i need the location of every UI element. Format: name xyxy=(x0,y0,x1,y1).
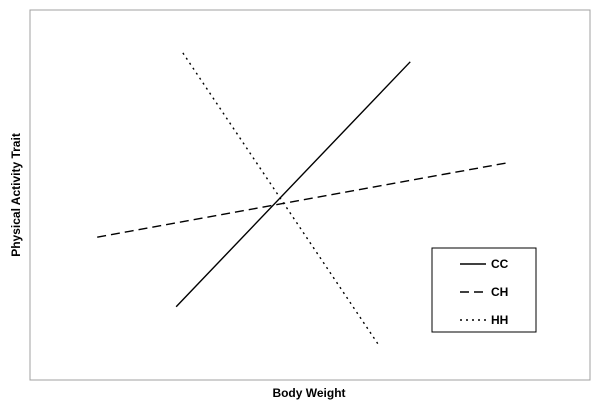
y-axis-label: Physical Activity Trait xyxy=(9,133,23,257)
legend: CC CH HH xyxy=(431,247,537,333)
x-axis-label: Body Weight xyxy=(272,386,345,400)
legend-label-cc: CC xyxy=(491,257,509,271)
legend-box xyxy=(431,247,537,333)
legend-items: CC CH HH xyxy=(460,257,509,327)
legend-label-ch: CH xyxy=(491,285,508,299)
legend-label-hh: HH xyxy=(491,313,508,327)
series-line-cc xyxy=(175,61,411,308)
series-layer xyxy=(97,52,510,345)
series-line-hh xyxy=(182,52,379,345)
